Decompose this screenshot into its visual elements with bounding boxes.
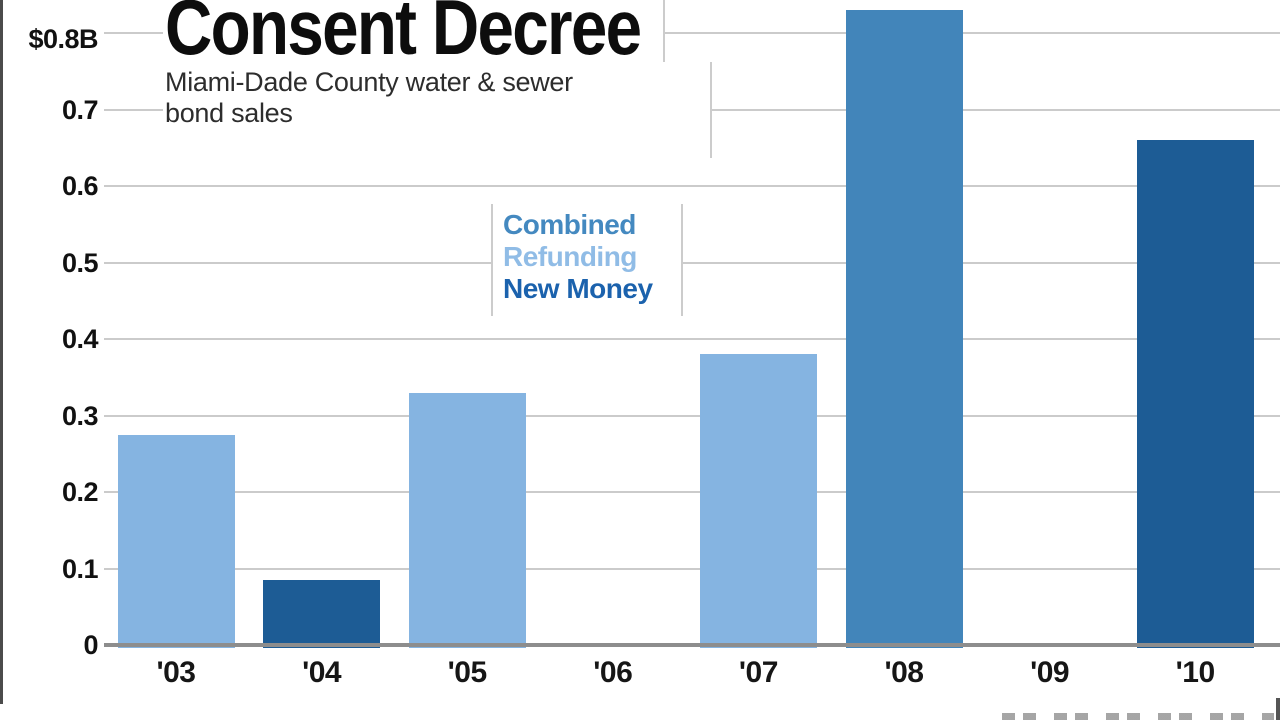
gridline-0.5 bbox=[104, 261, 1280, 264]
y-tick-label: $0.8B bbox=[28, 24, 98, 54]
legend: Combined Refunding New Money bbox=[491, 204, 683, 316]
bar-10-new-money bbox=[1136, 140, 1254, 648]
legend-item-new-money: New Money bbox=[503, 273, 653, 304]
y-tick-label: 0.4 bbox=[61, 324, 99, 354]
x-tick-label-03: '03 bbox=[156, 656, 196, 689]
gridline-0.6 bbox=[104, 185, 1280, 187]
left-frame-line bbox=[0, 0, 3, 704]
x-axis-line bbox=[104, 643, 1280, 647]
legend-item-refunding: Refunding bbox=[503, 241, 637, 272]
x-tick-label-10: '10 bbox=[1175, 656, 1216, 689]
y-tick-label: 0.7 bbox=[61, 94, 99, 125]
y-tick-label: 0.2 bbox=[61, 477, 99, 507]
x-tick-label-04: '04 bbox=[302, 656, 342, 689]
chart-subtitle-line1: Miami-Dade County water & sewer bbox=[165, 67, 573, 97]
bar-07-refunding bbox=[699, 354, 817, 648]
cut-off-credit-text bbox=[1002, 713, 1274, 720]
subtitle-box: Miami-Dade County water & sewer bond sal… bbox=[163, 62, 712, 158]
chart-title: Consent Decree bbox=[165, 0, 642, 71]
gridline-0.3 bbox=[104, 414, 1280, 417]
bar-04-new-money bbox=[263, 579, 381, 648]
x-tick-label-06: '06 bbox=[593, 656, 633, 689]
x-tick-label-08: '08 bbox=[884, 656, 924, 689]
legend-item-combined: Combined bbox=[503, 209, 636, 240]
bar-03-refunding bbox=[117, 434, 235, 648]
y-tick-label: 0.3 bbox=[61, 400, 99, 431]
corner-mark bbox=[1276, 698, 1280, 720]
y-tick-label: 0 bbox=[83, 630, 98, 660]
gridline-0.1 bbox=[104, 567, 1280, 570]
x-tick-label-05: '05 bbox=[447, 656, 488, 689]
gridline-$0.8B bbox=[104, 32, 1280, 34]
x-tick-label-07: '07 bbox=[738, 656, 779, 689]
x-tick-label-09: '09 bbox=[1030, 656, 1070, 689]
bar-08-combined bbox=[845, 10, 963, 648]
gridline-0.4 bbox=[104, 338, 1280, 340]
chart-subtitle-line2: bond sales bbox=[165, 98, 293, 128]
gridline-0.2 bbox=[104, 491, 1280, 493]
bar-05-refunding bbox=[408, 392, 526, 648]
y-tick-label: 0.6 bbox=[61, 171, 99, 201]
title-box: Consent Decree bbox=[163, 0, 665, 66]
y-tick-label: 0.5 bbox=[61, 247, 99, 278]
y-tick-label: 0.1 bbox=[61, 553, 99, 584]
